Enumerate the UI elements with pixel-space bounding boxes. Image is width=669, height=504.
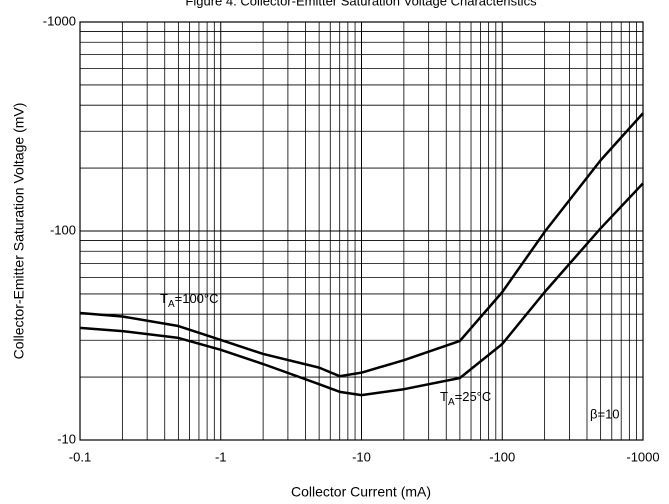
x-tick-label: -1 [215, 449, 227, 464]
series-label-main: T [440, 389, 448, 404]
chart-title: Figure 4. Collector-Emitter Saturation V… [185, 0, 537, 8]
series-label-main: T [160, 291, 168, 306]
y-axis-label: Collector-Emitter Saturation Voltage (mV… [11, 103, 27, 360]
x-tick-label: -100 [489, 449, 515, 464]
series-label: TA=25°C [440, 389, 491, 407]
plot-frame [79, 21, 644, 441]
series-label-rest: =100°C [175, 291, 219, 306]
y-tick-label: -10 [57, 431, 76, 446]
x-tick-label: -10 [352, 449, 371, 464]
series-label-sub: A [448, 397, 455, 408]
y-tick-label: -100 [50, 222, 76, 237]
x-tick-label: -1000 [626, 449, 659, 464]
x-axis-label: Collector Current (mA) [291, 484, 431, 500]
line-series [79, 112, 644, 378]
x-tick-label: -0.1 [69, 449, 91, 464]
y-tick-label: -1000 [43, 13, 76, 28]
series-label-sub: A [168, 299, 175, 310]
series-label-rest: =25°C [455, 389, 492, 404]
annotation: β=10 [590, 406, 620, 421]
line-series [79, 182, 644, 397]
series-label: TA=100°C [160, 291, 219, 309]
